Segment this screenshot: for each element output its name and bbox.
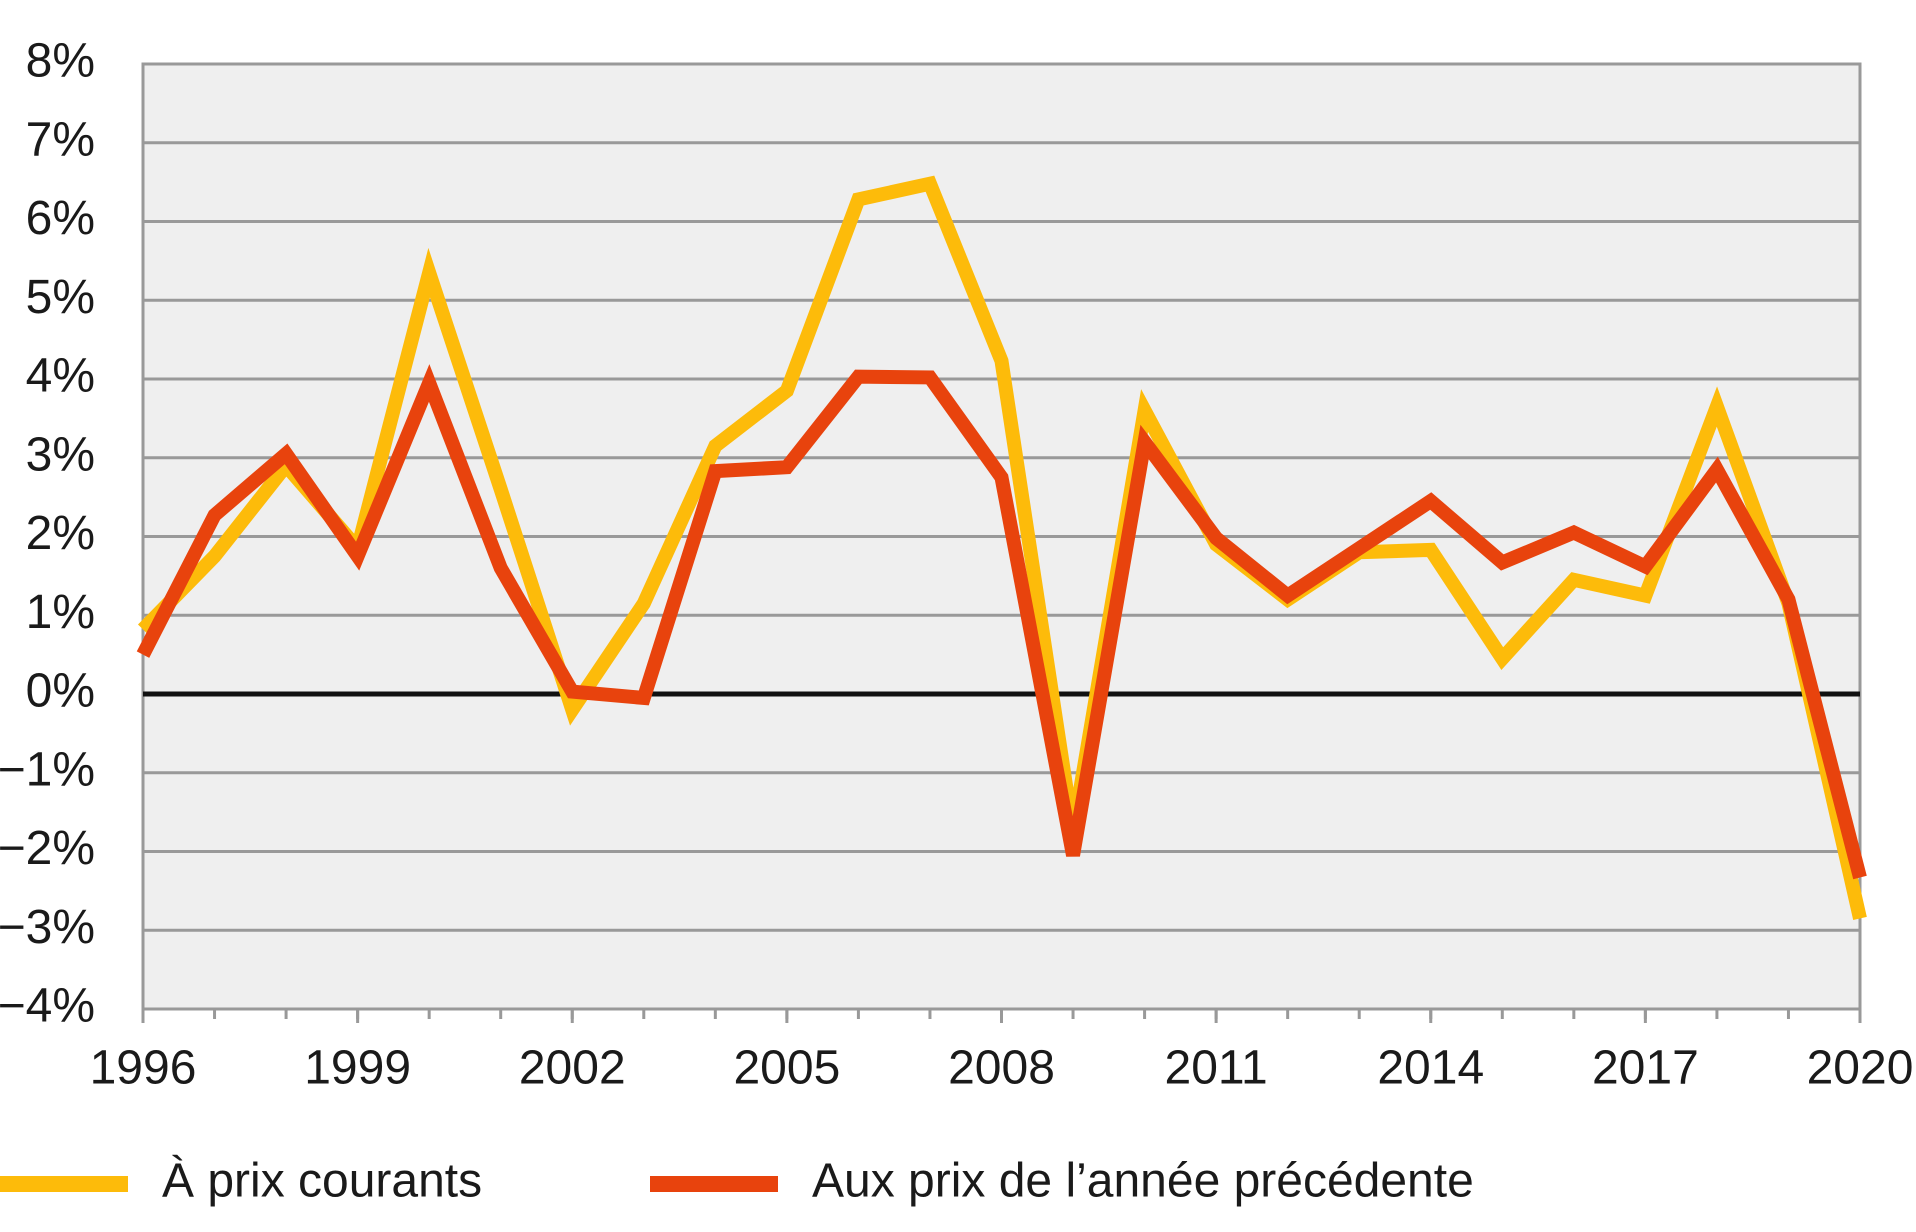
y-tick-label: 0% — [26, 665, 95, 718]
x-tick-label: 1999 — [304, 1042, 411, 1095]
legend-label: À prix courants — [162, 1155, 482, 1208]
y-tick-label: −4% — [0, 980, 95, 1033]
y-tick-label: 7% — [26, 113, 95, 166]
legend-label: Aux prix de l’année précédente — [812, 1155, 1474, 1208]
x-tick-label: 1996 — [90, 1042, 197, 1095]
x-tick-label: 2020 — [1807, 1042, 1914, 1095]
y-tick-label: −2% — [0, 822, 95, 875]
x-tick-label: 2008 — [948, 1042, 1055, 1095]
y-tick-label: 2% — [26, 507, 95, 560]
x-tick-label: 2011 — [1165, 1042, 1268, 1095]
y-tick-label: 1% — [26, 586, 95, 639]
x-tick-label: 2014 — [1377, 1042, 1484, 1095]
y-tick-label: 6% — [26, 192, 95, 245]
y-tick-label: 3% — [26, 428, 95, 481]
series-line — [137, 175, 1867, 920]
y-tick-label: −1% — [0, 743, 95, 796]
y-tick-label: 5% — [26, 271, 95, 324]
x-tick-label: 2005 — [733, 1042, 840, 1095]
series-line — [136, 364, 1867, 880]
y-tick-label: 4% — [26, 350, 95, 403]
y-tick-label: 8% — [26, 35, 95, 88]
x-tick-label: 2002 — [519, 1042, 626, 1095]
y-tick-label: −3% — [0, 901, 95, 954]
x-tick-label: 2017 — [1592, 1042, 1699, 1095]
